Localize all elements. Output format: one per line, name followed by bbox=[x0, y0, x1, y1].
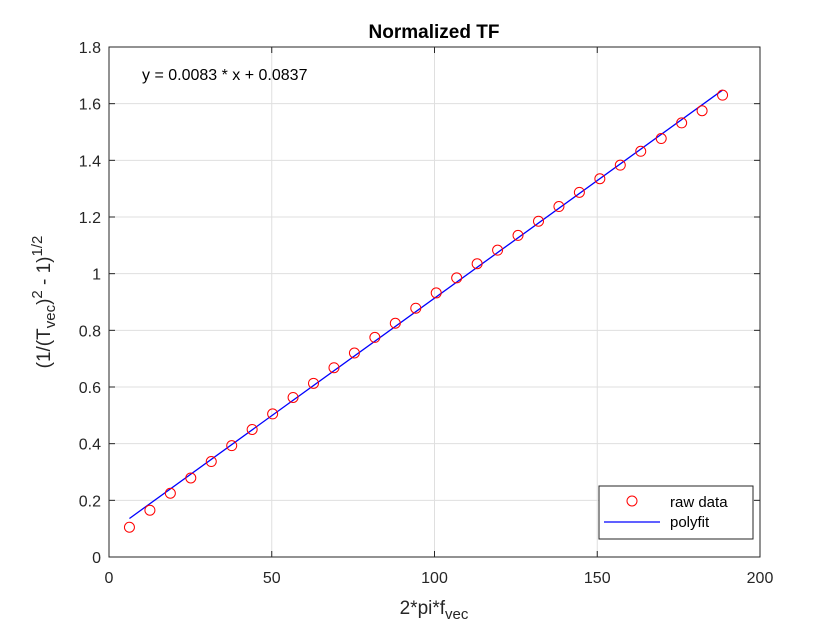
y-tick-label: 1 bbox=[92, 267, 101, 284]
y-axis-label-part1: (1/(T bbox=[34, 328, 55, 369]
y-tick-label: 1.2 bbox=[79, 210, 101, 227]
x-tick-label: 0 bbox=[105, 570, 114, 587]
raw-data-point bbox=[471, 258, 483, 270]
raw-data-point bbox=[451, 272, 463, 284]
raw-data-point bbox=[246, 424, 258, 435]
raw-data-point bbox=[655, 133, 667, 145]
raw-data-point bbox=[635, 145, 647, 157]
raw-data-point bbox=[185, 472, 197, 484]
y-axis-label-sup1: 2 bbox=[29, 290, 46, 298]
x-axis-label: 2*pi*fvec bbox=[400, 598, 469, 623]
raw-data-point bbox=[267, 408, 279, 420]
legend-marker-raw-data bbox=[626, 495, 638, 507]
raw-data-point bbox=[287, 391, 299, 403]
y-axis-label: (1/(Tvec)2 - 1)1/2 bbox=[29, 236, 59, 369]
legend-label-polyfit: polyfit bbox=[670, 514, 710, 531]
raw-data-point bbox=[676, 117, 688, 129]
y-tick-label: 0 bbox=[92, 550, 101, 567]
raw-data-point bbox=[614, 159, 626, 171]
y-axis-label-part3: - 1) bbox=[34, 256, 55, 290]
y-tick-label: 1.8 bbox=[79, 40, 101, 57]
y-axis-label-sup2: 1/2 bbox=[29, 236, 46, 257]
raw-data-point bbox=[717, 89, 729, 101]
raw-data-point bbox=[553, 201, 565, 213]
x-tick-label: 200 bbox=[747, 570, 774, 587]
chart-title: Normalized TF bbox=[369, 22, 500, 43]
raw-data-point bbox=[594, 173, 606, 185]
raw-data-point bbox=[308, 377, 320, 389]
raw-data-point bbox=[123, 521, 135, 533]
raw-data-point bbox=[144, 504, 156, 516]
y-tick-label: 1.4 bbox=[79, 153, 101, 170]
x-axis-label-sub: vec bbox=[445, 606, 469, 623]
fit-equation-annotation: y = 0.0083 * x + 0.0837 bbox=[142, 67, 308, 84]
raw-data-point bbox=[328, 362, 340, 374]
grid-layer bbox=[109, 47, 760, 557]
raw-data-point bbox=[226, 440, 238, 452]
raw-data-point bbox=[532, 215, 544, 227]
raw-data-point bbox=[369, 331, 381, 343]
raw-data-point bbox=[573, 186, 585, 198]
raw-data-point bbox=[164, 487, 176, 499]
legend-label-raw-data: raw data bbox=[670, 494, 728, 511]
x-tick-label: 150 bbox=[584, 570, 611, 587]
legend-box bbox=[598, 485, 754, 540]
raw-data-point bbox=[430, 287, 442, 299]
data-layer bbox=[123, 89, 729, 533]
y-tick-label: 0.8 bbox=[79, 323, 101, 340]
y-axis-label-sub: vec bbox=[42, 304, 59, 328]
raw-data-point bbox=[205, 456, 217, 468]
raw-data-point bbox=[512, 229, 524, 241]
raw-data-point bbox=[410, 302, 422, 314]
tick-layer: 0 50 100 150 200 0 0.2 0.4 0.6 0.8 1 1.2 1.4 1.6 1.8 bbox=[79, 40, 774, 587]
y-tick-label: 0.4 bbox=[79, 437, 101, 454]
legend: raw data polyfit bbox=[598, 485, 754, 540]
y-tick-label: 1.6 bbox=[79, 97, 101, 114]
raw-data-point bbox=[389, 317, 401, 329]
x-tick-label: 100 bbox=[421, 570, 448, 587]
raw-data-point bbox=[492, 244, 504, 256]
raw-data-point bbox=[348, 347, 360, 359]
x-tick-label: 50 bbox=[263, 570, 281, 587]
y-axis-label-part2: ) bbox=[34, 299, 55, 305]
y-tick-label: 0.2 bbox=[79, 493, 101, 510]
y-tick-label: 0.6 bbox=[79, 380, 101, 397]
raw-data-point bbox=[696, 105, 708, 117]
x-axis-label-main: 2*pi*f bbox=[400, 598, 446, 619]
